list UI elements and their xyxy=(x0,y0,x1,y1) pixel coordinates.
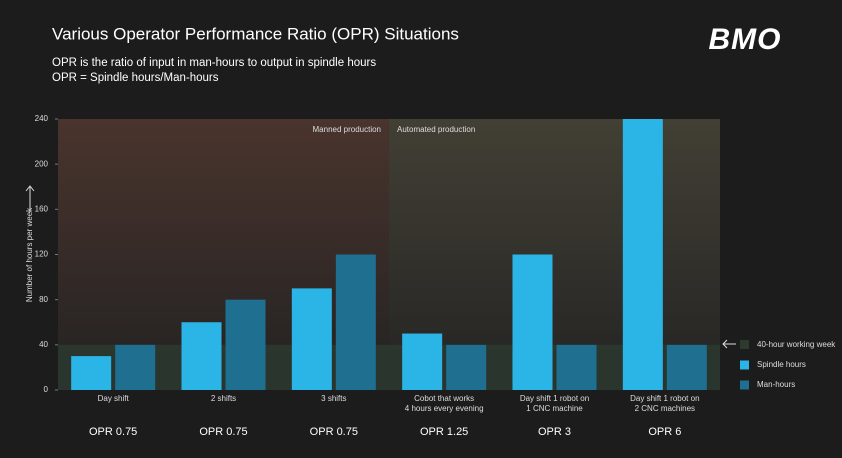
x-tick-label: 4 hours every evening xyxy=(405,404,484,413)
axis-arrow xyxy=(25,185,35,212)
bar xyxy=(622,119,663,390)
logo: BMO xyxy=(709,23,782,56)
opr-label: OPR 0.75 xyxy=(199,426,247,438)
bar xyxy=(446,344,487,390)
subtitle: OPR = Spindle hours/Man-hours xyxy=(52,72,219,84)
subtitle: OPR is the ratio of input in man-hours t… xyxy=(52,57,376,69)
bar xyxy=(666,344,707,390)
x-tick-label: Day shift xyxy=(98,394,130,403)
x-tick-label: Day shift 1 robot on xyxy=(520,394,589,403)
y-tick-label: 160 xyxy=(35,204,49,213)
bar xyxy=(402,333,443,390)
bar xyxy=(335,254,376,390)
bar xyxy=(291,288,332,390)
legend-arrow xyxy=(722,339,736,349)
bar xyxy=(225,299,266,390)
opr-label: OPR 0.75 xyxy=(310,426,358,438)
y-axis-label: Number of hours per week xyxy=(25,207,34,302)
legend-label: 40-hour working week xyxy=(757,340,836,349)
region-label: Manned production xyxy=(313,125,382,134)
legend-swatch xyxy=(740,360,749,370)
bar xyxy=(181,322,222,390)
legend-swatch xyxy=(740,380,749,390)
y-tick-label: 240 xyxy=(35,114,49,123)
opr-label: OPR 1.25 xyxy=(420,426,468,438)
y-tick-label: 120 xyxy=(35,250,49,259)
reference-band xyxy=(58,344,720,390)
x-tick-label: Day shift 1 robot on xyxy=(630,394,699,403)
legend-label: Man-hours xyxy=(757,380,795,389)
y-tick-label: 200 xyxy=(35,159,49,168)
bar xyxy=(71,356,112,390)
legend-swatch xyxy=(740,340,749,349)
chart-title: Various Operator Performance Ratio (OPR)… xyxy=(52,24,459,43)
x-tick-label: 2 shifts xyxy=(211,394,236,403)
opr-label: OPR 0.75 xyxy=(89,426,137,438)
region-label: Automated production xyxy=(397,125,475,134)
y-tick-label: 40 xyxy=(39,340,48,349)
opr-label: OPR 6 xyxy=(648,426,681,438)
y-tick-label: 80 xyxy=(39,295,48,304)
x-tick-label: 2 CNC machines xyxy=(635,404,695,413)
x-tick-label: Cobot that works xyxy=(414,394,474,403)
legend-label: Spindle hours xyxy=(757,360,806,369)
bar xyxy=(115,344,156,390)
x-tick-label: 3 shifts xyxy=(321,394,346,403)
x-tick-label: 1 CNC machine xyxy=(526,404,583,413)
opr-label: OPR 3 xyxy=(538,426,571,438)
y-tick-label: 0 xyxy=(44,385,49,394)
bar xyxy=(512,254,553,390)
bar xyxy=(556,344,597,390)
